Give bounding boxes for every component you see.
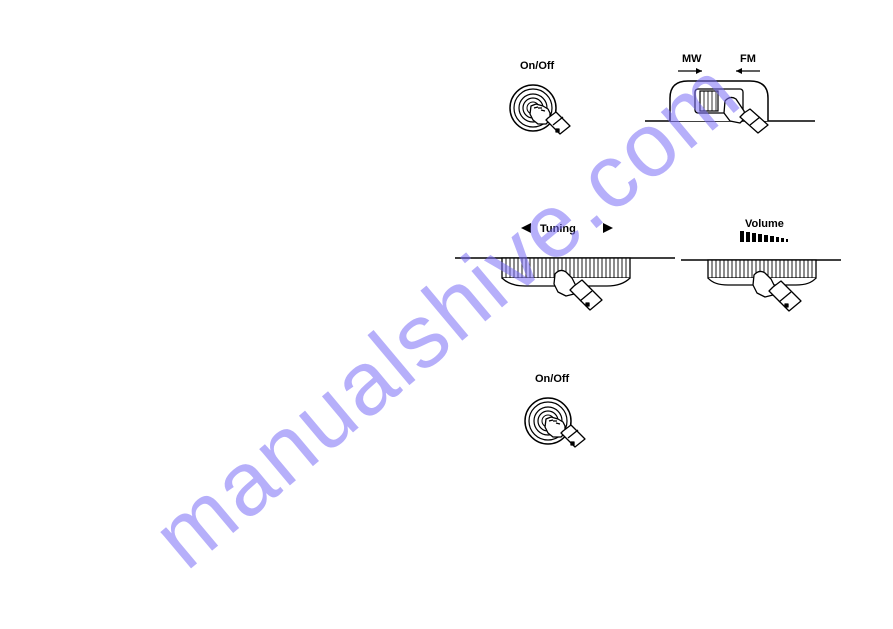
slider-mw-fm: [640, 53, 820, 173]
mw-label: MW: [682, 53, 702, 65]
knob-onoff-2: [513, 391, 613, 491]
onoff-label-2: On/Off: [535, 373, 569, 385]
volume-label: Volume: [745, 218, 784, 230]
tuning-label: Tuning: [540, 223, 576, 235]
onoff-label-1: On/Off: [520, 60, 554, 72]
volume-bars: [740, 231, 800, 243]
tuning-wheel: [450, 238, 680, 358]
fm-label: FM: [740, 53, 756, 65]
knob-onoff-1: [498, 78, 598, 178]
volume-wheel: [676, 245, 846, 355]
